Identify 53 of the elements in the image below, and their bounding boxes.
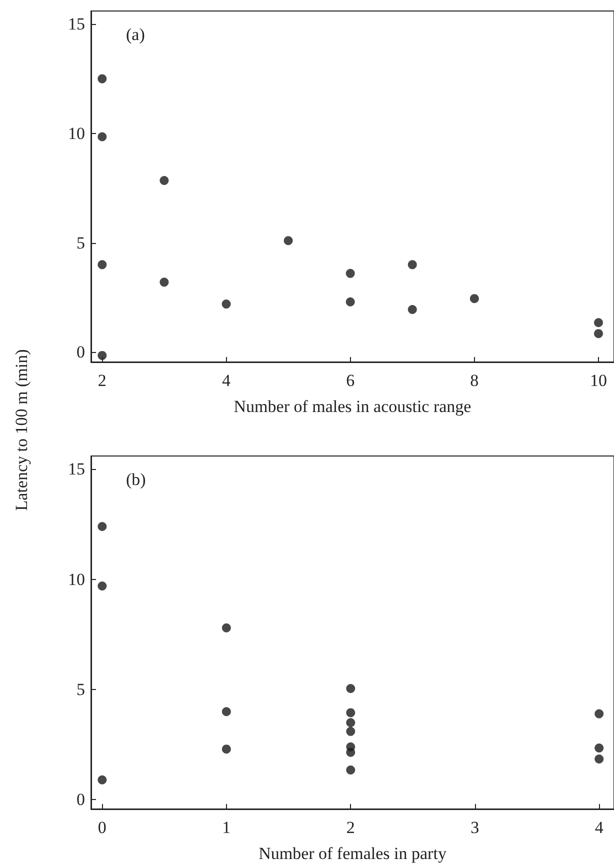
point <box>346 268 355 278</box>
x-tick-label: 2 <box>98 371 106 390</box>
point <box>98 350 107 360</box>
point <box>98 132 107 142</box>
x-tick-label: 0 <box>98 818 106 837</box>
x-tick-label: 2 <box>346 818 355 837</box>
point <box>346 766 356 774</box>
x-axis-title: Number of females in party <box>258 844 447 863</box>
x-tick-label: 1 <box>222 818 231 837</box>
point <box>346 726 356 736</box>
text: (b) <box>126 470 146 489</box>
text: (a) <box>126 25 145 44</box>
point <box>346 297 355 306</box>
point <box>346 684 356 693</box>
point <box>594 329 603 338</box>
point <box>222 707 231 716</box>
point <box>594 709 604 718</box>
y-tick-label: 15 <box>68 460 85 479</box>
x-tick-label: 4 <box>594 818 604 837</box>
x-tick-label: 6 <box>346 371 355 390</box>
point <box>222 744 231 754</box>
point <box>160 278 169 287</box>
x-axis-title: Number of males in acoustic range <box>234 397 472 416</box>
point <box>594 743 604 752</box>
point <box>98 522 107 532</box>
point <box>98 582 107 591</box>
point <box>346 708 356 718</box>
point <box>222 300 231 309</box>
y-tick-label: 15 <box>68 14 85 34</box>
point <box>98 260 107 270</box>
point <box>594 318 603 328</box>
y-tick-label: 0 <box>76 342 85 362</box>
point <box>98 775 107 784</box>
x-tick-label: 8 <box>470 371 479 390</box>
point <box>98 74 107 84</box>
point <box>222 623 231 632</box>
x-tick-label: 10 <box>590 371 607 390</box>
point <box>408 305 417 314</box>
point <box>408 260 417 270</box>
y-tick-label: 0 <box>76 790 85 810</box>
point <box>346 748 356 757</box>
point <box>284 236 293 246</box>
x-tick-label: 3 <box>470 818 480 837</box>
point <box>160 176 169 185</box>
point <box>594 754 604 764</box>
point <box>346 718 356 728</box>
y-tick-label: 5 <box>76 680 85 700</box>
point <box>470 294 479 304</box>
y-tick-label: 5 <box>76 233 85 252</box>
x-tick-label: 4 <box>222 371 231 390</box>
y-tick-label: 10 <box>68 124 85 143</box>
y-axis-title: Latency to 100 m (min) <box>12 349 32 511</box>
y-tick-label: 10 <box>68 570 85 589</box>
